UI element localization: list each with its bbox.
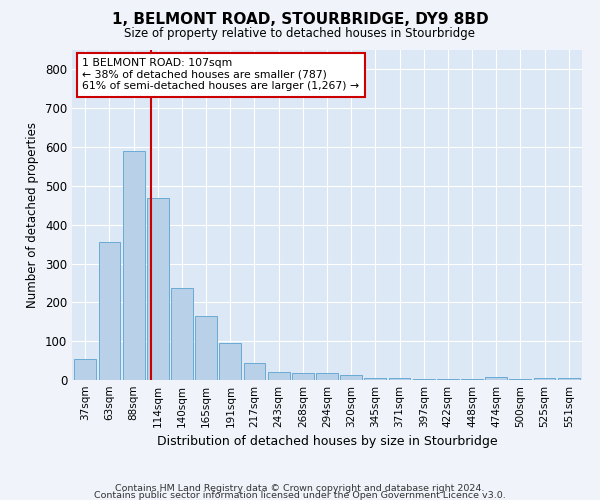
Text: 1, BELMONT ROAD, STOURBRIDGE, DY9 8BD: 1, BELMONT ROAD, STOURBRIDGE, DY9 8BD bbox=[112, 12, 488, 28]
Bar bbox=[74, 358, 96, 380]
Text: Contains HM Land Registry data © Crown copyright and database right 2024.: Contains HM Land Registry data © Crown c… bbox=[115, 484, 485, 493]
Bar bbox=[485, 377, 507, 380]
Text: 1 BELMONT ROAD: 107sqm
← 38% of detached houses are smaller (787)
61% of semi-de: 1 BELMONT ROAD: 107sqm ← 38% of detached… bbox=[82, 58, 359, 92]
Bar bbox=[437, 379, 459, 380]
Bar bbox=[98, 242, 121, 380]
Bar bbox=[147, 198, 169, 380]
Bar bbox=[558, 378, 580, 380]
Bar bbox=[413, 379, 434, 380]
Bar bbox=[389, 378, 410, 380]
Bar bbox=[268, 372, 290, 380]
Bar bbox=[123, 151, 145, 380]
Y-axis label: Number of detached properties: Number of detached properties bbox=[26, 122, 40, 308]
Bar bbox=[340, 374, 362, 380]
Bar bbox=[316, 372, 338, 380]
Bar bbox=[244, 364, 265, 380]
Text: Size of property relative to detached houses in Stourbridge: Size of property relative to detached ho… bbox=[125, 28, 476, 40]
Bar bbox=[533, 378, 556, 380]
Text: Contains public sector information licensed under the Open Government Licence v3: Contains public sector information licen… bbox=[94, 491, 506, 500]
Bar bbox=[220, 343, 241, 380]
Bar bbox=[364, 378, 386, 380]
Bar bbox=[171, 288, 193, 380]
Bar bbox=[461, 379, 483, 380]
Bar bbox=[292, 372, 314, 380]
Bar bbox=[195, 316, 217, 380]
X-axis label: Distribution of detached houses by size in Stourbridge: Distribution of detached houses by size … bbox=[157, 436, 497, 448]
Bar bbox=[509, 379, 531, 380]
